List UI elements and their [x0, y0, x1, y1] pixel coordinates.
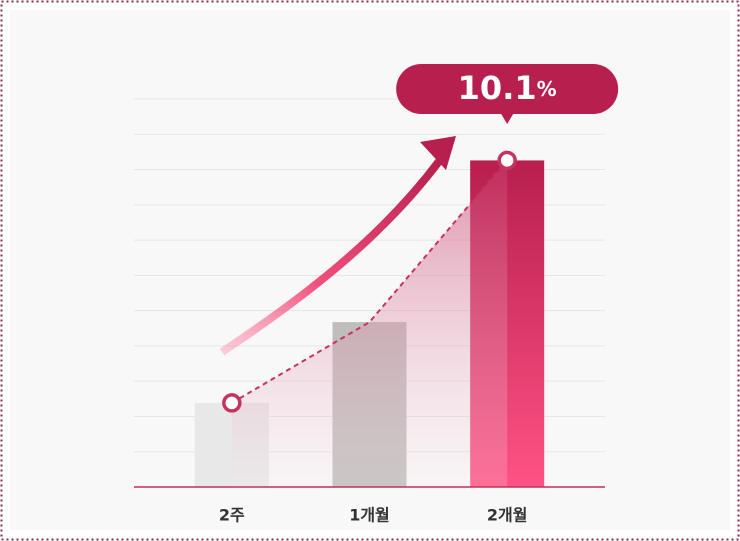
value-label: 10.1% [458, 69, 557, 107]
arrow-head [420, 136, 456, 170]
trend-line [231, 159, 508, 404]
point [497, 150, 517, 171]
x-tick-label: 2개월 [487, 506, 528, 525]
x-tick-label: 1개월 [349, 506, 390, 525]
x-tick-label: 2주 [219, 506, 245, 525]
trend-arrow [219, 157, 444, 356]
point [222, 393, 242, 413]
callout [396, 64, 619, 124]
